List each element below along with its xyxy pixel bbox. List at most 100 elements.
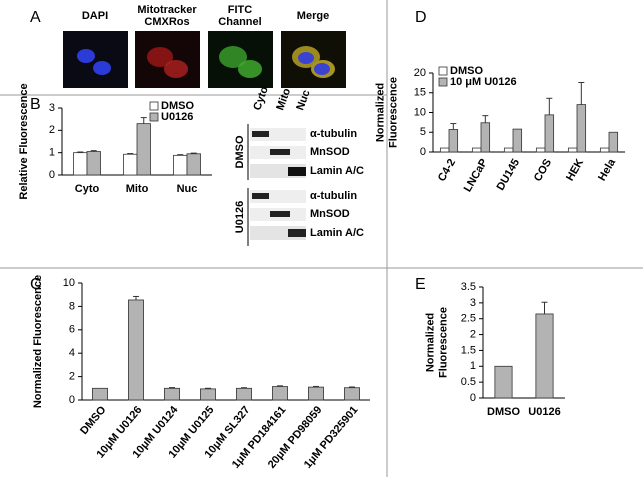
bar <box>123 153 138 176</box>
image-label: CMXRos <box>144 16 189 28</box>
row-label: α-tubulin <box>310 190 357 202</box>
bar <box>599 147 610 153</box>
panel-label: C <box>30 276 42 293</box>
lane-label: Mito <box>274 86 293 112</box>
legend-swatch <box>438 66 448 76</box>
bar <box>86 151 101 176</box>
legend-swatch <box>149 101 159 111</box>
bar <box>576 104 587 153</box>
panel-label: B <box>30 96 41 113</box>
y-axis-label: Normalized <box>374 83 386 142</box>
image-label: Mitotracker <box>137 4 197 16</box>
panel-label: D <box>415 9 427 26</box>
x-tick-label: Cyto <box>75 183 100 195</box>
x-tick-label: Mito <box>126 183 149 195</box>
y-axis-label: Fluorescence <box>437 307 449 378</box>
x-tick-label: DMSO <box>78 404 109 437</box>
bar <box>608 131 619 153</box>
legend-label: 10 μM U0126 <box>450 76 517 88</box>
bar <box>272 386 288 401</box>
legend-label: DMSO <box>161 100 194 112</box>
y-tick-label: 6 <box>69 324 75 336</box>
x-tick-label: HEK <box>564 157 586 183</box>
y-tick-label: 15 <box>414 87 426 99</box>
lane-label: Nuc <box>294 88 312 112</box>
y-tick-label: 2 <box>69 371 75 383</box>
bar <box>186 153 201 176</box>
image-label: DAPI <box>82 10 108 22</box>
panel-label: A <box>30 9 41 26</box>
bar <box>200 388 216 401</box>
y-axis-label: Relative Fluorescence <box>18 83 30 199</box>
y-tick-label: 0 <box>49 169 55 181</box>
y-tick-label: 0 <box>69 394 75 406</box>
bar <box>308 386 324 401</box>
y-tick-label: 0 <box>470 392 476 404</box>
y-tick-label: 10 <box>63 277 75 289</box>
bar <box>512 128 523 153</box>
image-label: Channel <box>218 16 261 28</box>
bar <box>535 313 554 399</box>
bar <box>73 152 88 176</box>
y-tick-label: 0.5 <box>461 376 476 388</box>
bar <box>567 147 578 153</box>
bar <box>128 299 144 401</box>
y-tick-label: 1.5 <box>461 344 476 356</box>
bar <box>439 147 450 153</box>
y-tick-label: 10 <box>414 106 426 118</box>
bar <box>480 122 491 153</box>
y-tick-label: 3 <box>49 102 55 114</box>
blot <box>247 124 306 246</box>
bar <box>92 387 108 401</box>
panel-label: E <box>415 276 426 293</box>
legend-label: DMSO <box>450 65 483 77</box>
bar <box>236 387 252 401</box>
row-label: Lamin A/C <box>310 227 364 239</box>
y-tick-label: 8 <box>69 300 75 312</box>
y-tick-label: 3.5 <box>461 281 476 293</box>
bar <box>344 387 360 401</box>
x-tick-label: Hela <box>596 156 618 183</box>
bar <box>448 129 459 153</box>
x-tick-label: U0126 <box>528 406 560 418</box>
bar <box>544 114 555 153</box>
x-tick-label: DMSO <box>487 406 520 418</box>
y-tick-label: 4 <box>69 347 75 359</box>
y-axis-label: Normalized Fluorescence <box>32 275 44 408</box>
bar <box>535 147 546 153</box>
legend-swatch <box>149 112 159 122</box>
y-tick-label: 2 <box>470 328 476 340</box>
y-tick-label: 2.5 <box>461 313 476 325</box>
y-tick-label: 0 <box>420 146 426 158</box>
y-tick-label: 1 <box>49 147 55 159</box>
x-tick-label: C4-2 <box>436 157 458 184</box>
legend-swatch <box>438 77 448 87</box>
y-tick-label: 20 <box>414 67 426 79</box>
y-tick-label: 2 <box>49 124 55 136</box>
x-tick-label: COS <box>532 157 554 184</box>
y-tick-label: 5 <box>420 126 426 138</box>
bar <box>164 387 180 401</box>
bar <box>136 123 151 176</box>
lane-label: Cyto <box>251 85 271 112</box>
y-tick-label: 1 <box>470 360 476 372</box>
image-label: FITC <box>228 4 252 16</box>
row-label: α-tubulin <box>310 128 357 140</box>
legend-label: U0126 <box>161 111 193 123</box>
bar <box>494 365 513 399</box>
bar <box>503 147 514 153</box>
row-label: Lamin A/C <box>310 165 364 177</box>
row-label: MnSOD <box>310 208 350 220</box>
y-axis-label: Normalized <box>424 313 436 372</box>
row-label: MnSOD <box>310 146 350 158</box>
bar <box>471 147 482 153</box>
x-tick-label: DU145 <box>495 157 523 193</box>
group-label: DMSO <box>234 135 246 168</box>
y-tick-label: 3 <box>470 297 476 309</box>
image-label: Merge <box>297 10 329 22</box>
bar <box>173 154 188 176</box>
y-axis-label: Fluorescence <box>387 77 399 148</box>
micrographs <box>63 31 346 88</box>
x-tick-label: Nuc <box>177 183 198 195</box>
